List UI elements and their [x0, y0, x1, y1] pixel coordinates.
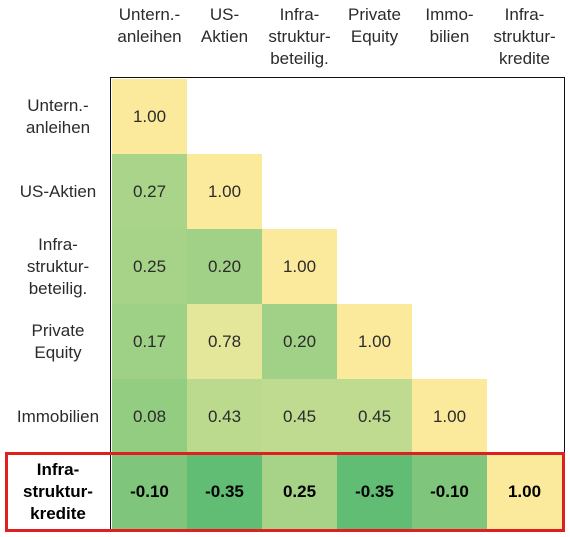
matrix-cell: 0.25	[112, 229, 187, 304]
matrix-cell: 0.20	[187, 229, 262, 304]
column-header: Immo- bilien	[425, 5, 474, 46]
matrix-cell: -0.10	[412, 454, 487, 529]
matrix-cell: -0.35	[337, 454, 412, 529]
column-header: Private Equity	[348, 5, 401, 46]
matrix-cell: 1.00	[262, 229, 337, 304]
matrix-cell: 0.43	[187, 379, 262, 454]
row-label: Infra- struktur- kredite	[23, 459, 93, 523]
matrix-cell: 1.00	[112, 79, 187, 154]
row-label: Private Equity	[31, 320, 85, 362]
column-header: US- Aktien	[200, 5, 249, 46]
matrix-cell: 1.00	[187, 154, 262, 229]
matrix-cell: -0.10	[112, 454, 187, 529]
column-header: Infra- struktur- beteilig.	[268, 5, 331, 68]
matrix-cell: 0.45	[337, 379, 412, 454]
row-label: US-Aktien	[19, 181, 97, 201]
row-label: Infra- struktur- beteilig.	[26, 234, 90, 298]
matrix-cell: 0.25	[262, 454, 337, 529]
matrix-cell: 1.00	[412, 379, 487, 454]
matrix-cell: 1.00	[337, 304, 412, 379]
row-label: Untern.- anleihen	[25, 95, 91, 137]
matrix-cell: 0.78	[187, 304, 262, 379]
matrix-cell: 0.27	[112, 154, 187, 229]
column-header: Untern.- anleihen	[117, 5, 182, 46]
row-label: Immobilien	[16, 406, 100, 426]
matrix-cell: 0.17	[112, 304, 187, 379]
matrix-cell: -0.35	[187, 454, 262, 529]
column-header: Infra- struktur- kredite	[493, 5, 556, 68]
matrix-cell: 0.20	[262, 304, 337, 379]
matrix-cell: 1.00	[487, 454, 562, 529]
matrix-cell: 0.45	[262, 379, 337, 454]
matrix-cell: 0.08	[112, 379, 187, 454]
